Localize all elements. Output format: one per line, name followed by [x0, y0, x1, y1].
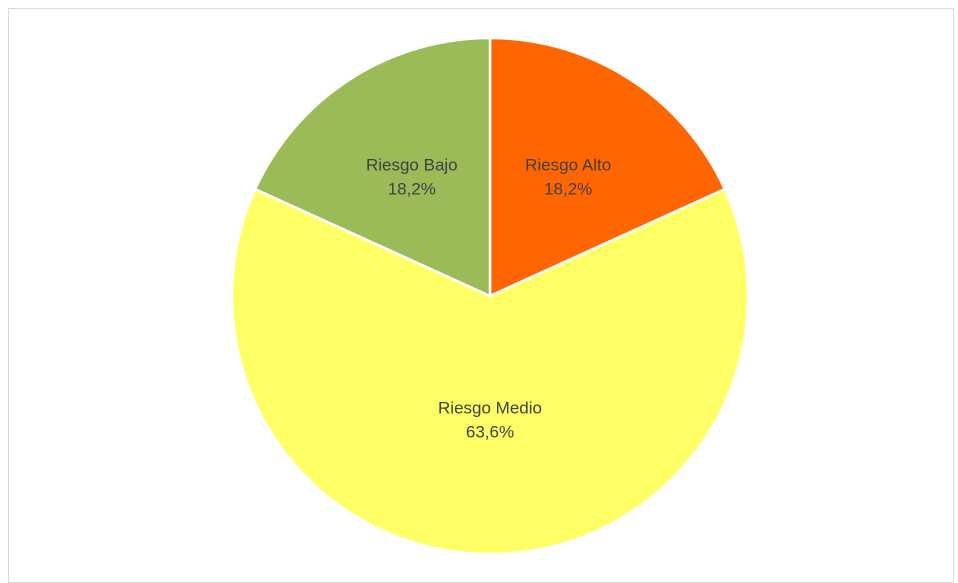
slice-percent-label: 63,6%	[466, 422, 514, 441]
pie-slices	[230, 36, 750, 556]
slice-category-label: Riesgo Medio	[438, 398, 542, 417]
slice-category-label: Riesgo Bajo	[366, 156, 458, 175]
slice-percent-label: 18,2%	[544, 180, 592, 199]
pie-slice-riesgo-bajo	[253, 36, 492, 298]
pie-slice-riesgo-medio	[230, 187, 750, 556]
pie-labels: Riesgo Alto 18,2% Riesgo Medio 63,6% Riesgo …	[366, 156, 611, 442]
pie-slice-riesgo-alto	[488, 36, 727, 298]
slice-percent-label: 18,2%	[388, 180, 436, 199]
slice-category-label: Riesgo Alto	[525, 156, 611, 175]
